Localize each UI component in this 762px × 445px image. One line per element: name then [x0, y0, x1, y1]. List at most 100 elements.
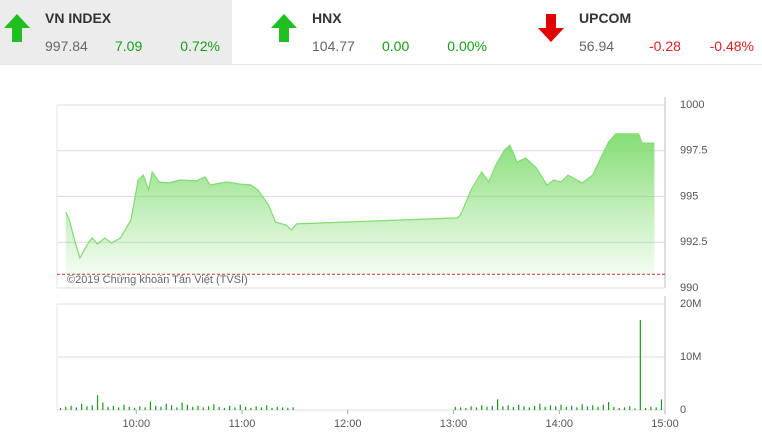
arrow-shape: [4, 14, 30, 42]
volume-bar: [470, 406, 472, 410]
index-percent: -0.48%: [709, 38, 754, 54]
volume-bar: [287, 407, 289, 410]
volume-bar: [581, 404, 583, 410]
volume-bar: [218, 406, 220, 410]
volume-bar: [549, 405, 552, 410]
volume-bar: [570, 405, 573, 410]
volume-bar: [454, 406, 456, 410]
volume-bar: [281, 407, 284, 410]
volume-bar: [250, 407, 252, 410]
volume-bar: [229, 405, 231, 410]
volume-bar: [123, 404, 125, 410]
index-change: -0.28: [649, 38, 681, 54]
index-value: 997.84: [45, 38, 88, 54]
volume-bar: [292, 407, 294, 410]
index-percent: 0.00%: [447, 38, 487, 54]
y-tick-label: 992.5: [680, 236, 708, 248]
volume-bar: [560, 404, 562, 410]
index-value: 104.77: [312, 38, 355, 54]
volume-bar: [576, 407, 578, 410]
index-name: VN INDEX: [45, 10, 112, 26]
volume-bar: [602, 404, 604, 410]
volume-bar: [70, 405, 72, 410]
volume-bar: [75, 407, 77, 410]
index-tab[interactable]: UPCOM 56.94 -0.28 -0.48%: [534, 0, 762, 64]
volume-bar: [518, 404, 520, 410]
volume-bar: [613, 406, 615, 410]
volume-bar: [176, 407, 178, 410]
x-tick-label: 10:00: [123, 418, 151, 430]
volume-bar: [213, 404, 215, 410]
arrow-shape: [538, 14, 564, 42]
volume-bar: [160, 406, 162, 410]
y-tick-label: 10M: [680, 351, 701, 363]
volume-bar: [634, 408, 636, 410]
index-tab[interactable]: VN INDEX 997.84 7.09 0.72%: [0, 0, 232, 64]
index-name: HNX: [312, 10, 342, 26]
volume-bar: [592, 405, 594, 410]
volume-bar: [618, 407, 620, 410]
volume-bar: [133, 407, 136, 410]
volume-bar: [491, 405, 493, 410]
volume-bar: [59, 407, 62, 410]
volume-bar: [149, 401, 152, 410]
direction-arrow: [538, 14, 564, 42]
y-tick-label: 20M: [680, 298, 701, 310]
volume-bar: [107, 406, 109, 410]
index-change: 0.00: [382, 38, 410, 54]
volume-bar: [486, 406, 488, 410]
volume-bar: [271, 407, 273, 410]
x-tick-label: 14:00: [545, 418, 573, 430]
y-tick-label: 990: [680, 282, 698, 294]
volume-bar: [496, 399, 499, 410]
index-tab[interactable]: HNX 104.77 0.00 0.00%: [267, 0, 499, 64]
volume-bar: [155, 405, 157, 410]
volume-bar: [202, 407, 204, 410]
price-line: [65, 133, 655, 260]
volume-bar: [181, 402, 183, 410]
volume-bar: [565, 406, 567, 410]
watermark: ©2019 Chứng khoán Tân Việt (TVSI): [67, 274, 248, 286]
volume-bar: [502, 406, 504, 410]
direction-arrow: [271, 14, 297, 42]
y-tick-label: 995: [680, 190, 698, 202]
volume-bar: [86, 406, 88, 410]
volume-bar: [660, 399, 663, 410]
volume-bar: [165, 403, 167, 410]
volume-bar: [645, 407, 647, 410]
volume-bar: [197, 405, 199, 410]
volume-bar: [65, 406, 67, 410]
volume-bar: [623, 407, 626, 410]
volume-bar: [544, 406, 546, 410]
volume-bar: [586, 406, 589, 410]
volume-bar: [91, 405, 93, 410]
index-percent: 0.72%: [180, 38, 220, 54]
volume-bar: [260, 407, 263, 410]
volume-bar: [186, 404, 189, 410]
volume-bar: [655, 407, 657, 410]
volume-bar: [475, 407, 478, 410]
volume-bar: [555, 406, 557, 410]
volume-bar: [207, 406, 210, 410]
y-tick-label: 1000: [680, 99, 704, 111]
volume-bar: [465, 407, 467, 410]
volume-bar: [170, 405, 173, 410]
x-tick-label: 15:00: [651, 418, 679, 430]
volume-bar: [234, 407, 236, 410]
volume-bar: [481, 405, 483, 410]
volume-bar: [96, 395, 99, 410]
y-tick-label: 0: [680, 404, 686, 416]
volume-bar: [629, 406, 631, 410]
volume-bar: [112, 405, 114, 410]
volume-bar: [650, 406, 652, 410]
arrow-shape: [271, 14, 297, 42]
volume-bar: [539, 403, 541, 410]
index-change: 7.09: [115, 38, 143, 54]
price-area: [65, 133, 655, 275]
volume-bar: [528, 407, 530, 410]
x-tick-label: 11:00: [229, 418, 256, 430]
index-name: UPCOM: [579, 10, 632, 26]
volume-bar: [507, 405, 509, 410]
